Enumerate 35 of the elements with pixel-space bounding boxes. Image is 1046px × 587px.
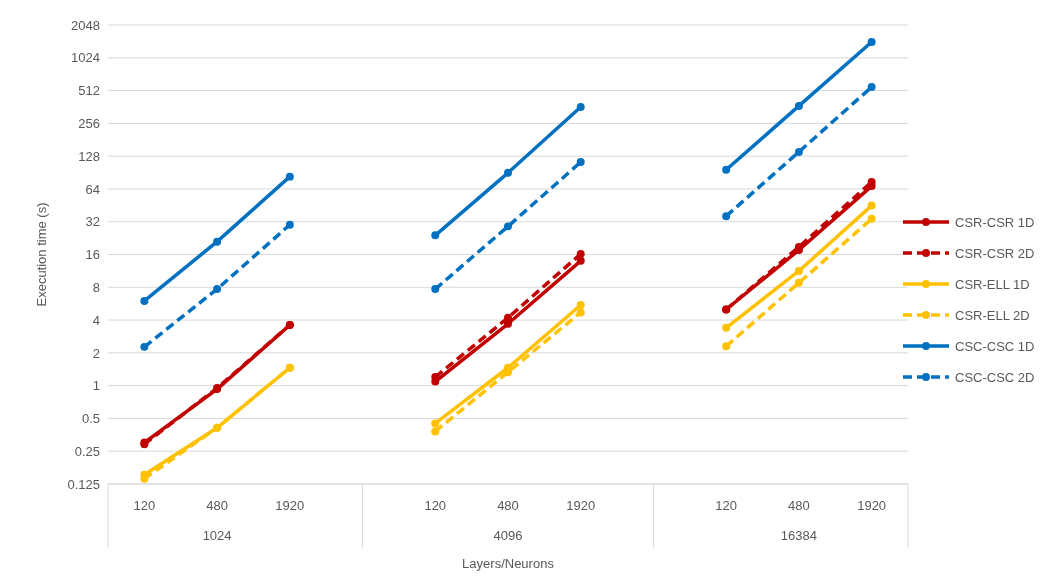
x-tick-label: 1920 — [275, 498, 305, 513]
legend-label: CSC-CSC 2D — [955, 370, 1035, 385]
text: 1024 — [202, 528, 232, 543]
y-tick-label: 1 — [92, 378, 100, 394]
y-tick-label: 0.25 — [74, 443, 100, 459]
y-tick-label: 4 — [92, 312, 100, 328]
legend-label: CSR-ELL 1D — [955, 277, 1030, 292]
x-tick-label: 480 — [788, 498, 810, 513]
y-axis-title: Execution time (s) — [34, 202, 49, 307]
legend-label: CSR-CSR 1D — [955, 215, 1035, 230]
y-tick-label: 512 — [78, 83, 100, 99]
x-tick-label: 480 — [497, 498, 519, 513]
x-tick-label: 1920 — [857, 498, 887, 513]
x-tick-label: 480 — [206, 498, 228, 513]
legend-label: CSR-ELL 2D — [955, 308, 1030, 323]
y-tick-label: 0.5 — [81, 411, 100, 427]
y-tick-label: 2048 — [71, 17, 100, 33]
y-tick-label: 2 — [92, 345, 100, 361]
y-tick-label: 8 — [92, 279, 100, 295]
x-axis-title: Layers/Neurons — [462, 556, 555, 571]
x-tick-label: 120 — [133, 498, 156, 513]
x-tick-label: 120 — [715, 498, 738, 513]
x-tick-label: 1920 — [566, 498, 596, 513]
legend-label: CSC-CSC 1D — [955, 339, 1035, 354]
x-tick-label: 120 — [424, 498, 447, 513]
y-tick-label: 1024 — [71, 50, 100, 66]
y-tick-label: 32 — [85, 214, 100, 230]
legend-label: CSR-CSR 2D — [955, 246, 1035, 261]
y-tick-label: 16 — [85, 247, 100, 263]
text: 4096 — [493, 528, 523, 543]
text: 16384 — [780, 528, 817, 543]
y-tick-label: 64 — [85, 181, 100, 197]
y-tick-label: 128 — [78, 148, 100, 164]
y-tick-label: 256 — [78, 116, 100, 132]
y-tick-label: 0.125 — [67, 476, 100, 492]
